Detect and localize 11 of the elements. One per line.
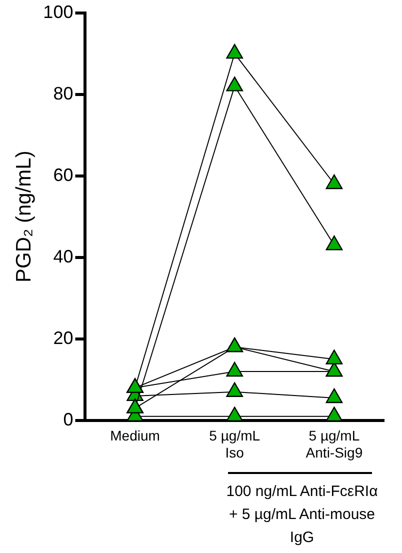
text: 100 ng/mL Anti-FcεRIα + 5 µg/mL Anti-mouse IgG [226, 482, 378, 548]
x-tick-label: 5 µg/mL Iso [209, 428, 260, 460]
x-tick-label: 5 µg/mL Anti-Sig9 [306, 428, 363, 460]
y-tick-label: 40 [53, 246, 74, 266]
y-axis-title: PGD₂ (ng/mL) [12, 150, 36, 283]
y-tick-label: 0 [63, 409, 74, 430]
y-tick-label: 60 [53, 164, 74, 185]
x-tick-label: Medium [110, 428, 160, 444]
y-tick-label: 20 [53, 328, 74, 348]
y-tick-label: 100 [43, 2, 74, 22]
y-tick-label: 80 [53, 83, 74, 104]
